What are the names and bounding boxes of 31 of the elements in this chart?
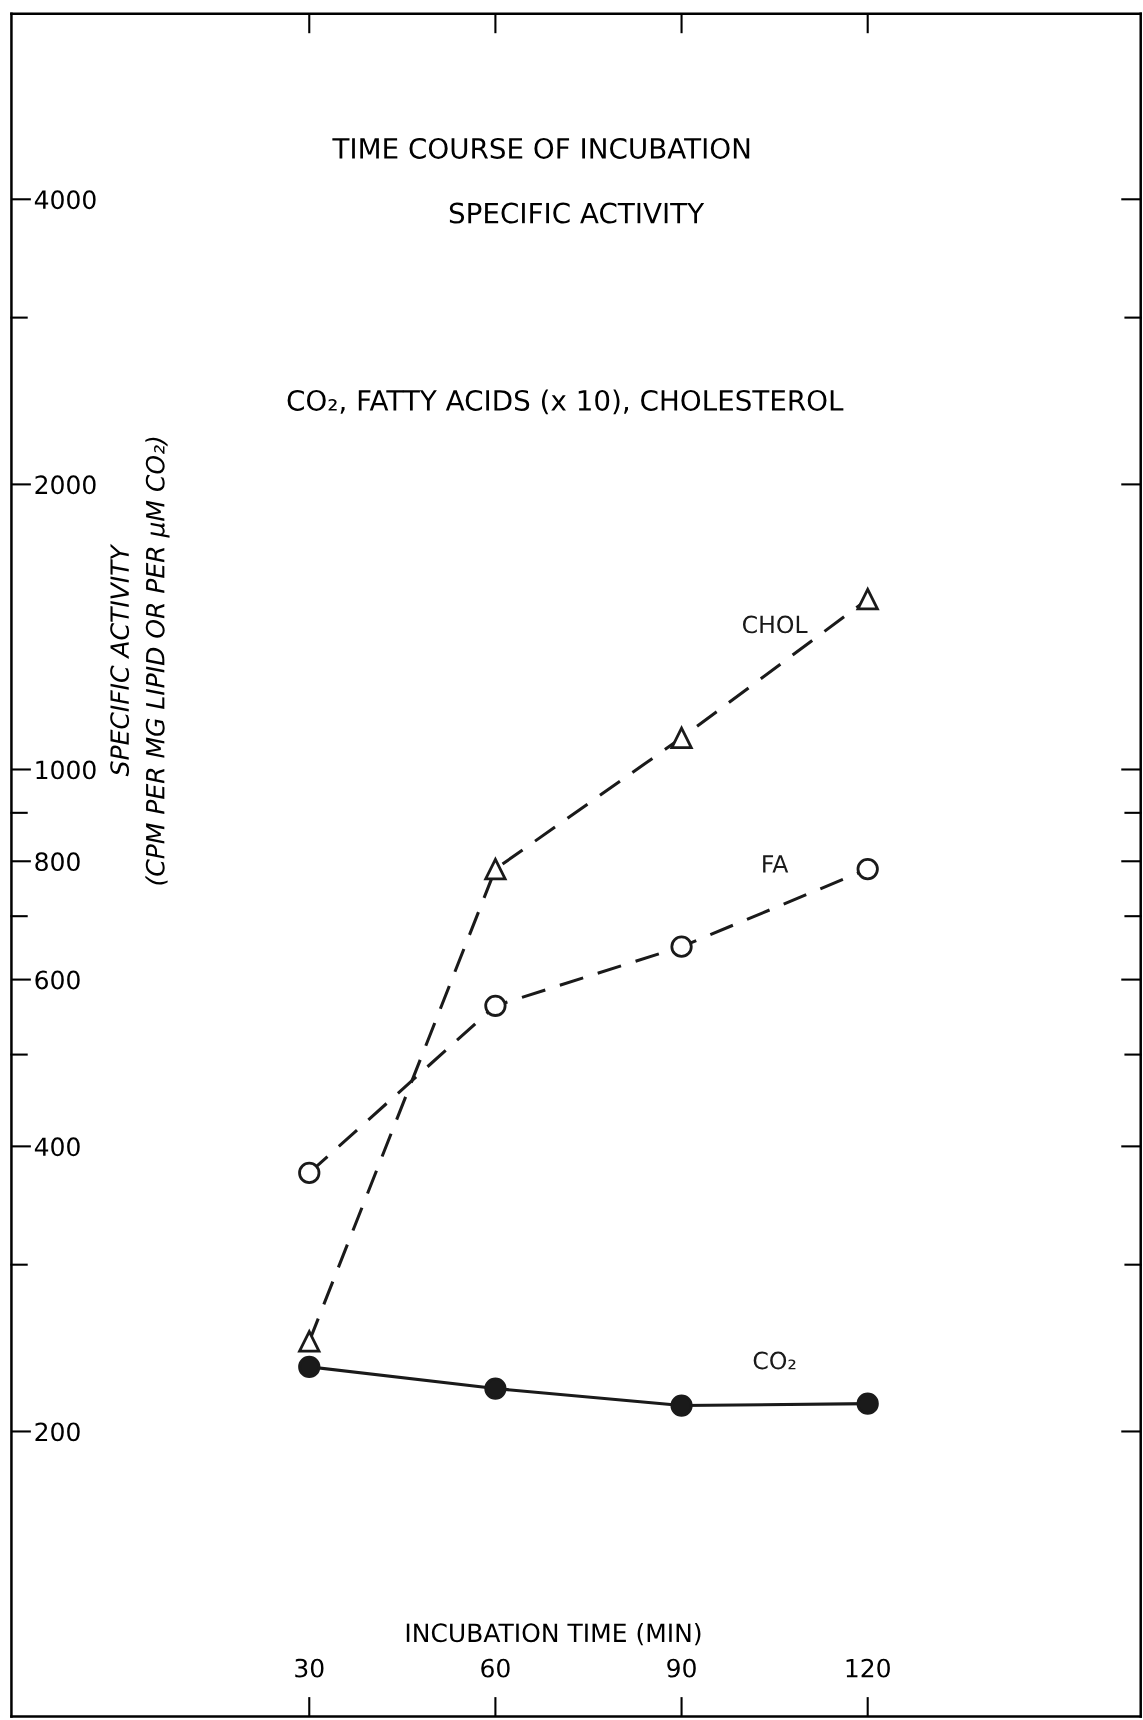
x-axis-title: INCUBATION TIME (MIN): [406, 1622, 701, 1646]
y-tick-label: 4000: [34, 190, 96, 210]
point: [856, 857, 879, 881]
series-label: FA: [763, 855, 789, 873]
y-tick-label: 800: [35, 852, 80, 872]
point: [298, 1330, 321, 1353]
point: [484, 857, 507, 881]
y-tick-label: 400: [34, 1137, 80, 1157]
x-tick-label: 90: [667, 1658, 696, 1678]
series-label: CO₂: [753, 1351, 796, 1370]
y-tick-label: 200: [35, 1422, 80, 1442]
x-tick-label: 120: [846, 1658, 890, 1678]
point: [484, 994, 507, 1017]
series-label: CHOL: [742, 615, 808, 634]
x-tick-label: 60: [481, 1658, 510, 1678]
y-tick-label: 600: [35, 970, 80, 990]
point: [298, 1355, 321, 1378]
point: [670, 935, 693, 958]
point: [298, 1161, 321, 1185]
y-tick-label: 2000: [35, 475, 96, 495]
text: TIME COURSE OF INCUBATION: [332, 137, 750, 159]
point: [670, 726, 693, 749]
annotation: CO₂, FATTY ACIDS (x 10), CHOLESTEROL: [287, 389, 844, 415]
point: [670, 1394, 693, 1417]
y-tick-label: 1000: [36, 760, 96, 780]
y-axis-title: SPECIFIC ACTIVITY (CPM PER MG LIPID OR PER µM CO₂): [110, 437, 170, 885]
point: [856, 1392, 879, 1415]
text: SPECIFIC ACTIVITY: [449, 202, 705, 224]
point: [484, 1377, 507, 1400]
x-tick-label: 30: [295, 1658, 324, 1678]
point: [856, 588, 879, 611]
